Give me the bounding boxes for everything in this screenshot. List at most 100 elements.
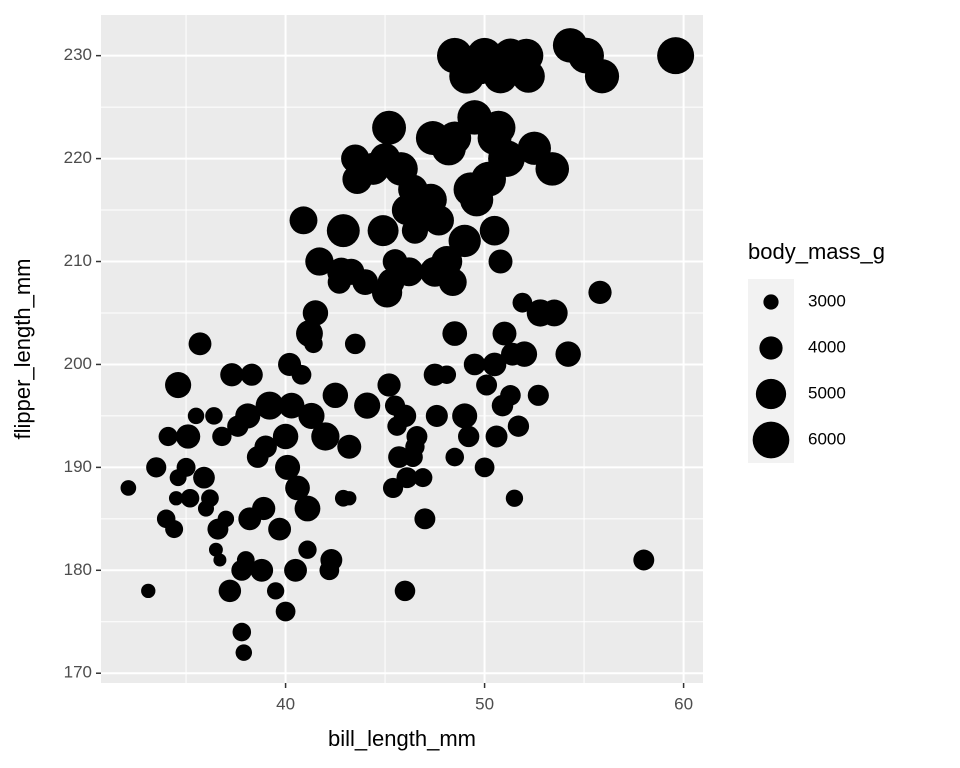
point	[413, 468, 433, 488]
y-tick-label: 210	[64, 251, 92, 270]
point	[320, 549, 343, 571]
point	[298, 540, 317, 559]
point	[437, 37, 473, 74]
point	[165, 520, 184, 539]
y-tick-label: 190	[64, 457, 92, 476]
point	[208, 542, 223, 557]
point	[448, 224, 481, 258]
point	[205, 407, 223, 425]
y-tick-label: 170	[64, 663, 92, 682]
point	[294, 495, 321, 522]
point	[555, 341, 581, 367]
point	[394, 580, 416, 602]
point	[512, 292, 533, 313]
point	[220, 363, 244, 387]
point	[372, 110, 407, 145]
point	[500, 385, 521, 406]
legend-key	[752, 421, 790, 459]
point	[396, 467, 418, 489]
point	[482, 352, 507, 377]
point	[511, 341, 538, 367]
legend-title: body_mass_g	[748, 239, 885, 264]
point	[588, 280, 612, 305]
point	[254, 435, 277, 459]
point	[388, 446, 410, 468]
point	[213, 553, 227, 567]
point	[437, 365, 457, 385]
point	[394, 257, 424, 287]
point	[193, 466, 215, 489]
point	[452, 403, 478, 429]
point	[657, 37, 695, 75]
point	[445, 447, 465, 467]
x-tick-label: 40	[276, 694, 295, 713]
legend-key	[759, 336, 783, 360]
y-tick-label: 180	[64, 560, 92, 579]
point	[488, 140, 525, 177]
x-tick-label: 60	[674, 694, 693, 713]
y-tick-label: 200	[64, 354, 92, 373]
point	[302, 300, 329, 326]
point	[275, 454, 301, 480]
point	[425, 404, 448, 427]
x-tick-label: 50	[475, 694, 494, 713]
point	[168, 491, 184, 506]
y-axis-title: flipper_length_mm	[10, 259, 35, 440]
point	[250, 558, 274, 582]
point	[476, 374, 498, 396]
point	[275, 601, 296, 622]
point	[289, 206, 318, 235]
point	[326, 214, 360, 248]
point	[158, 426, 178, 447]
point	[235, 644, 253, 661]
point	[507, 415, 530, 437]
point	[217, 510, 235, 528]
point	[492, 321, 517, 346]
point	[296, 320, 323, 347]
point	[165, 371, 192, 399]
point	[238, 507, 262, 531]
point	[146, 457, 167, 478]
point	[479, 215, 510, 246]
y-tick-label: 220	[64, 148, 92, 167]
point	[633, 549, 655, 571]
point	[240, 363, 263, 386]
point	[235, 403, 261, 429]
point	[438, 268, 467, 297]
y-tick-label: 230	[64, 45, 92, 64]
point	[488, 249, 513, 274]
point	[255, 391, 284, 420]
legend-key	[755, 378, 787, 410]
point	[352, 269, 379, 295]
point	[284, 558, 307, 582]
point	[305, 247, 334, 276]
point	[176, 457, 196, 477]
point	[218, 579, 242, 603]
legend-label: 5000	[808, 383, 846, 402]
point	[236, 551, 255, 569]
point	[367, 215, 399, 247]
point	[493, 38, 528, 73]
point	[175, 424, 201, 449]
point	[266, 582, 285, 600]
point	[291, 364, 312, 385]
point	[342, 491, 357, 506]
point	[344, 333, 366, 355]
x-axis-title: bill_length_mm	[328, 726, 476, 751]
point	[458, 425, 480, 448]
point	[377, 373, 401, 397]
legend-key	[763, 294, 779, 310]
point	[268, 517, 292, 541]
point	[188, 332, 212, 356]
point	[414, 508, 436, 530]
point	[354, 392, 381, 419]
legend-label: 6000	[808, 429, 846, 448]
point	[322, 382, 349, 409]
point	[337, 434, 362, 459]
point	[442, 321, 468, 346]
point	[272, 423, 299, 450]
point	[278, 392, 305, 419]
legend-label: 3000	[808, 291, 846, 310]
point	[535, 152, 570, 186]
